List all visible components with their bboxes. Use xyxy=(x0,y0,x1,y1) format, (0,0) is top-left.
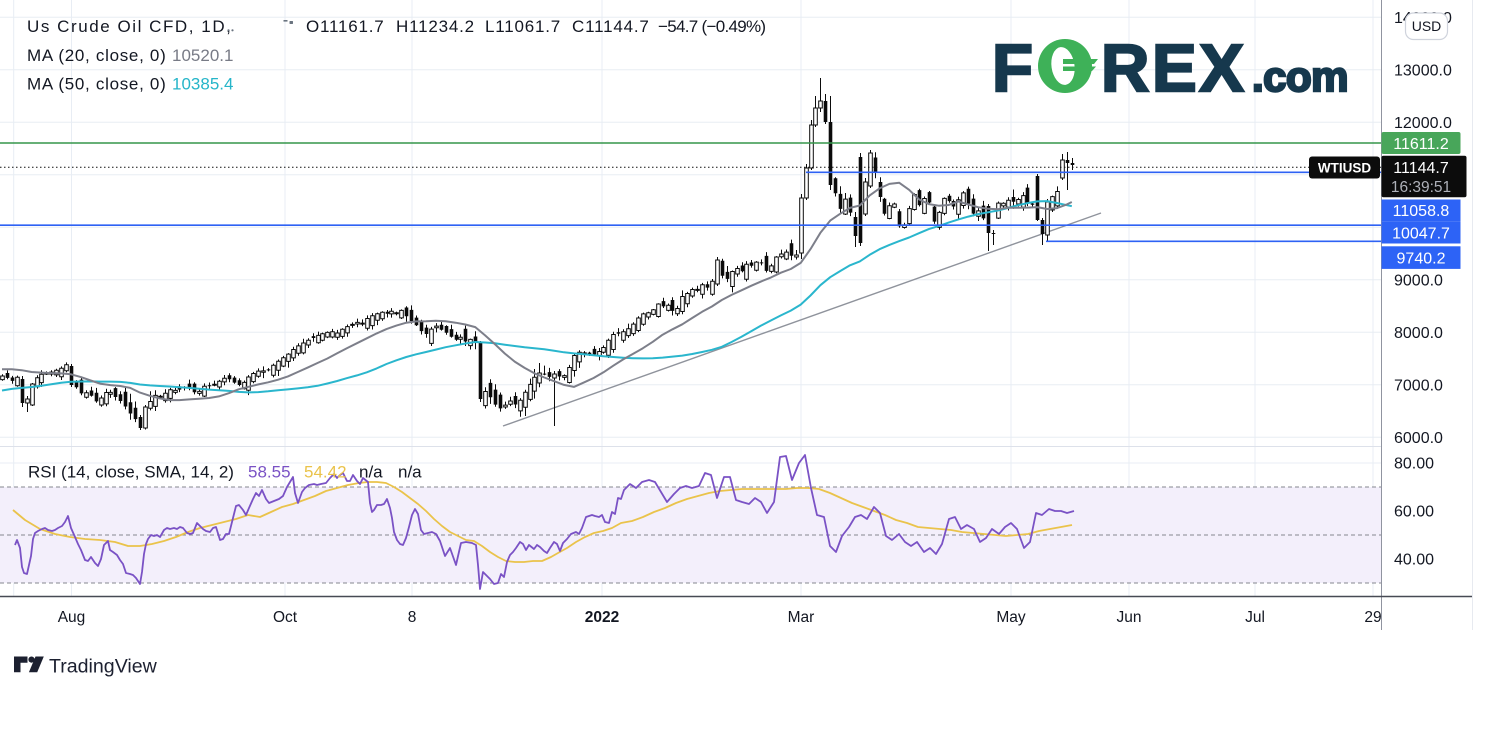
svg-text:Jun: Jun xyxy=(1117,609,1142,626)
svg-text:n/a: n/a xyxy=(359,463,383,482)
svg-text:8000.0: 8000.0 xyxy=(1394,325,1443,342)
svg-text:11058.8: 11058.8 xyxy=(1393,203,1450,220)
svg-text:Mar: Mar xyxy=(788,609,815,626)
svg-text:−54.7 (−0.49%): −54.7 (−0.49%) xyxy=(658,17,765,36)
svg-text:O11161.7: O11161.7 xyxy=(306,17,385,36)
svg-text:n/a: n/a xyxy=(398,463,422,482)
svg-text:9740.2: 9740.2 xyxy=(1397,251,1446,268)
svg-text:80.00: 80.00 xyxy=(1394,456,1434,473)
svg-text:RSI (14, close, SMA, 14, 2): RSI (14, close, SMA, 14, 2) xyxy=(28,463,234,482)
svg-text:10385.4: 10385.4 xyxy=(172,75,233,94)
svg-text:WTIUSD: WTIUSD xyxy=(1318,160,1371,175)
svg-text:10520.1: 10520.1 xyxy=(172,46,233,65)
svg-text:MA (50, close, 0): MA (50, close, 0) xyxy=(27,75,166,94)
svg-text:L11061.7: L11061.7 xyxy=(485,17,561,36)
svg-text:11144.7: 11144.7 xyxy=(1393,160,1449,177)
svg-text:TradingView: TradingView xyxy=(49,656,158,678)
svg-text:MA (20, close, 0): MA (20, close, 0) xyxy=(27,46,166,65)
svg-text:16:39:51: 16:39:51 xyxy=(1391,179,1451,196)
svg-text:USD: USD xyxy=(1412,18,1442,34)
svg-text:F: F xyxy=(992,31,1033,106)
svg-text:Oct: Oct xyxy=(273,609,298,626)
svg-text:8: 8 xyxy=(408,609,417,626)
svg-text:Jul: Jul xyxy=(1245,609,1265,626)
svg-text:11611.2: 11611.2 xyxy=(1393,136,1449,153)
svg-text:12000.0: 12000.0 xyxy=(1394,115,1452,132)
svg-text:Us Crude Oil CFD, 1D,: Us Crude Oil CFD, 1D, xyxy=(27,17,232,36)
svg-text:C11144.7: C11144.7 xyxy=(572,17,650,36)
svg-text:2022: 2022 xyxy=(585,609,619,626)
svg-text:May: May xyxy=(996,609,1026,626)
svg-text:REX: REX xyxy=(1101,31,1247,106)
svg-text:10047.7: 10047.7 xyxy=(1392,226,1450,243)
svg-text:29: 29 xyxy=(1364,609,1381,626)
svg-text:.com: .com xyxy=(1252,53,1348,100)
svg-text:40.00: 40.00 xyxy=(1394,552,1434,569)
svg-text:13000.0: 13000.0 xyxy=(1394,62,1452,79)
svg-text:58.55: 58.55 xyxy=(248,463,291,482)
svg-text:6000.0: 6000.0 xyxy=(1394,430,1443,447)
svg-text:H11234.2: H11234.2 xyxy=(396,17,475,36)
svg-text:7000.0: 7000.0 xyxy=(1394,377,1443,394)
svg-text:54.42: 54.42 xyxy=(304,463,347,482)
svg-text:60.00: 60.00 xyxy=(1394,504,1434,521)
svg-text:9000.0: 9000.0 xyxy=(1394,272,1443,289)
svg-text:Aug: Aug xyxy=(58,609,86,626)
